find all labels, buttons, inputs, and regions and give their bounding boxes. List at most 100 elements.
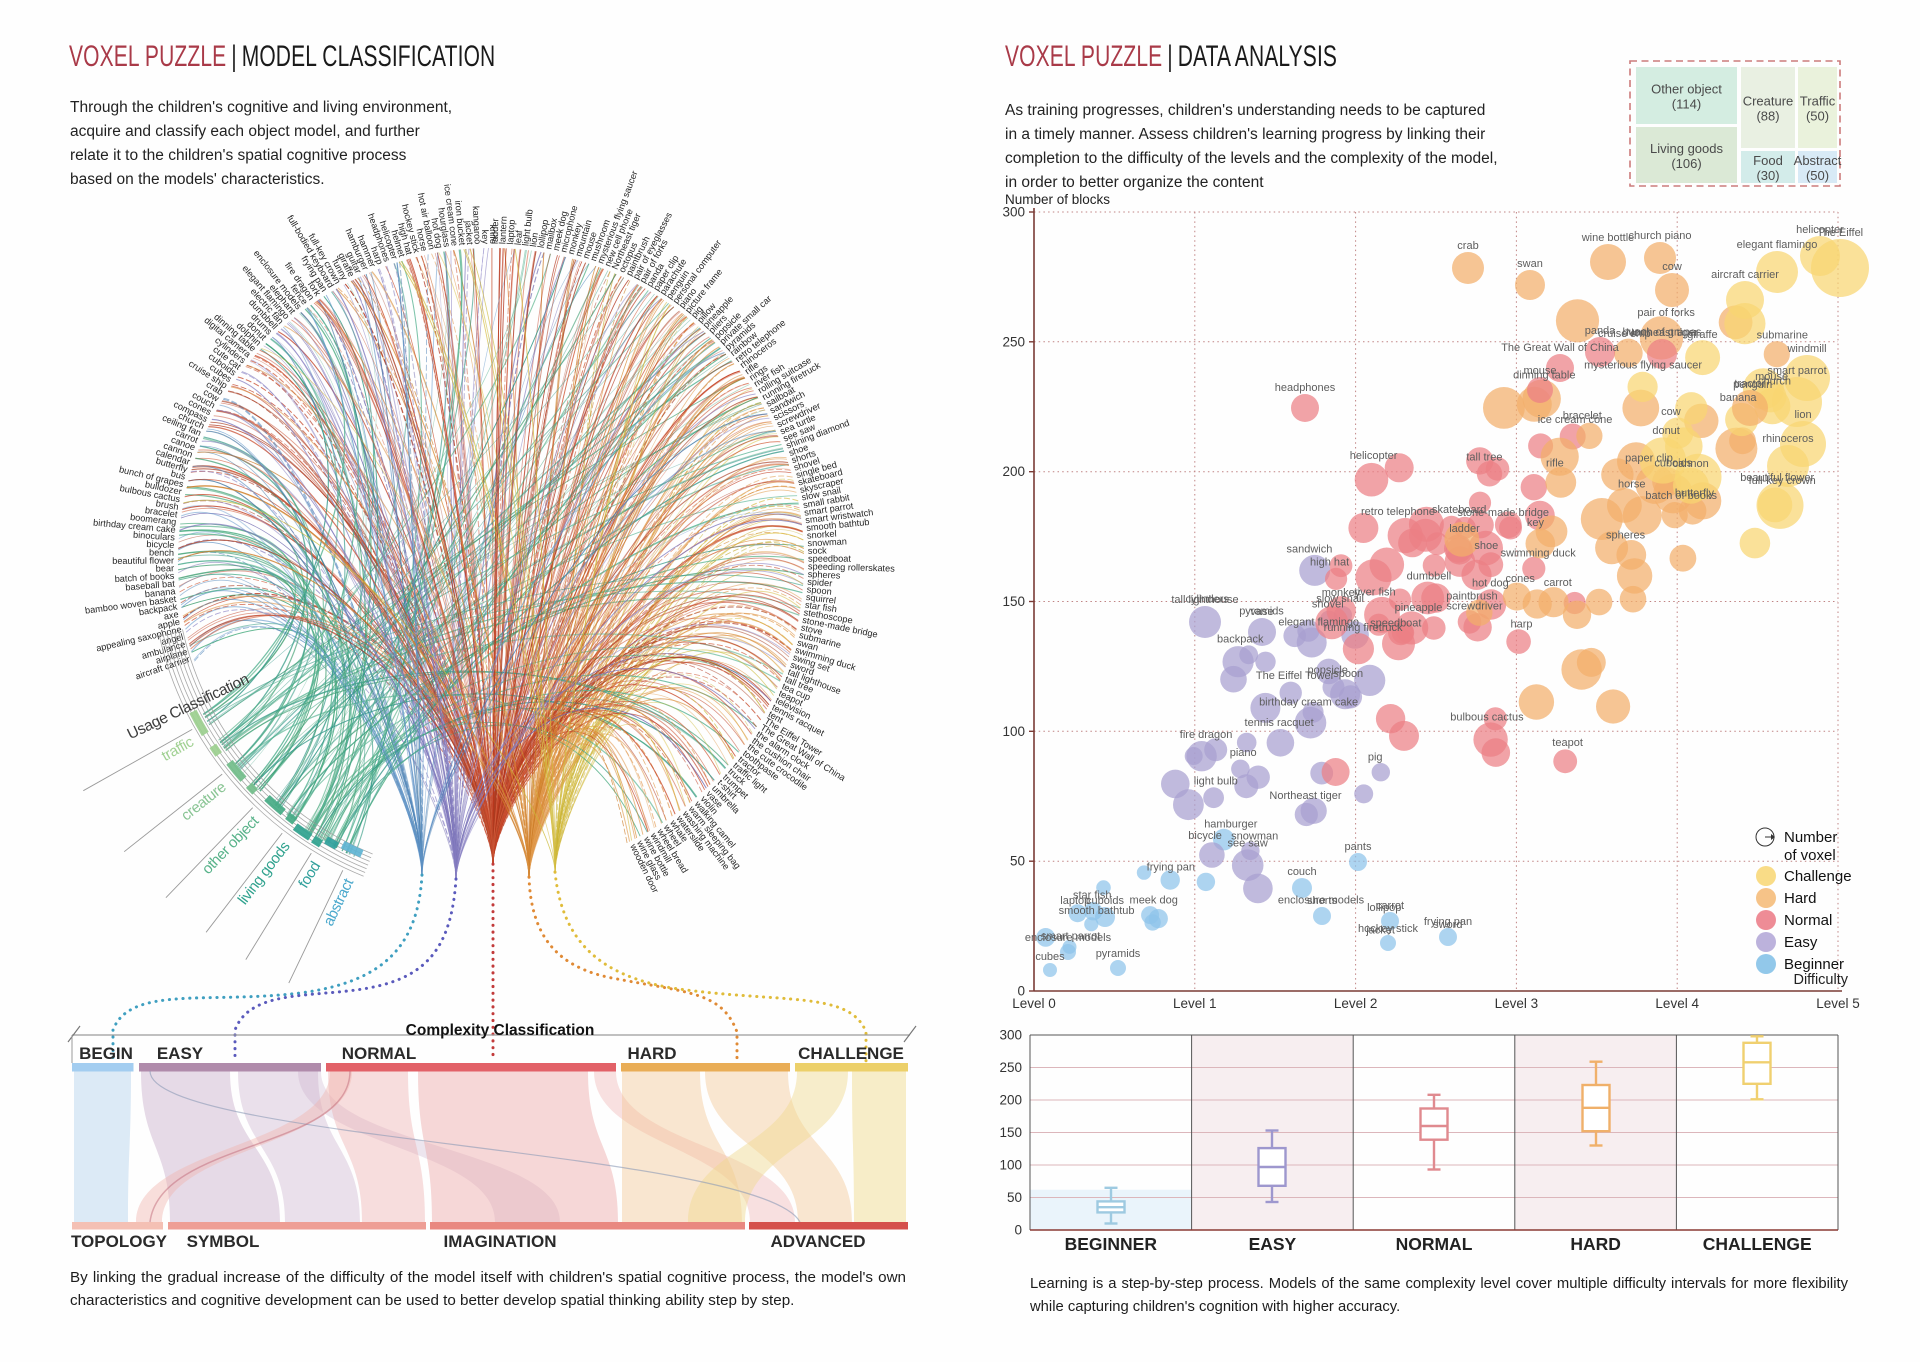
svg-text:slow snail: slow snail: [1316, 593, 1364, 605]
svg-text:horse: horse: [414, 228, 429, 253]
svg-text:200: 200: [999, 1093, 1022, 1108]
svg-text:paper clip: paper clip: [1625, 452, 1673, 464]
svg-text:bench: bench: [149, 547, 174, 557]
svg-text:snorkel: snorkel: [807, 529, 837, 541]
svg-text:dinning table: dinning table: [1513, 370, 1575, 382]
svg-text:star fish: star fish: [1073, 889, 1112, 901]
svg-text:of voxel: of voxel: [1784, 847, 1836, 864]
svg-text:baseball bat: baseball bat: [125, 578, 176, 592]
svg-text:mouse: mouse: [1523, 365, 1556, 377]
svg-text:pair of forks: pair of forks: [1637, 307, 1695, 319]
svg-text:couch: couch: [1287, 866, 1316, 878]
svg-text:enclosure models: enclosure models: [1025, 932, 1112, 944]
svg-text:food: food: [295, 859, 324, 891]
svg-text:lion: lion: [1794, 409, 1811, 421]
svg-text:crab: crab: [1457, 240, 1478, 252]
svg-text:ladder: ladder: [490, 218, 501, 244]
svg-text:IMAGINATION: IMAGINATION: [443, 1232, 556, 1251]
svg-text:swan: swan: [1517, 258, 1543, 270]
svg-text:beautiful flower: beautiful flower: [112, 556, 174, 566]
svg-text:light bulb: light bulb: [520, 209, 534, 247]
svg-text:Level 3: Level 3: [1495, 996, 1539, 1011]
svg-text:shovel: shovel: [1312, 598, 1344, 610]
svg-text:ADVANCED: ADVANCED: [770, 1232, 865, 1251]
svg-text:TOPOLOGY: TOPOLOGY: [71, 1232, 168, 1251]
svg-text:sandwich: sandwich: [1286, 544, 1332, 556]
svg-text:carrot: carrot: [1376, 900, 1404, 912]
svg-text:meek dog: meek dog: [1130, 895, 1178, 907]
svg-text:frying pan: frying pan: [1424, 916, 1472, 928]
svg-text:lollipop: lollipop: [536, 219, 551, 249]
svg-text:stone-made bridge: stone-made bridge: [1457, 507, 1549, 519]
svg-text:300: 300: [999, 1028, 1022, 1043]
svg-text:Hard: Hard: [1784, 890, 1817, 907]
svg-text:snowman: snowman: [807, 536, 847, 548]
svg-text:bear: bear: [156, 563, 175, 574]
svg-text:Other object: Other object: [1651, 82, 1722, 97]
svg-text:BEGIN: BEGIN: [79, 1044, 133, 1063]
svg-text:lollipop: lollipop: [1367, 902, 1401, 914]
svg-text:creature: creature: [178, 779, 229, 825]
svg-text:jacket: jacket: [463, 219, 475, 245]
svg-text:spheres: spheres: [807, 569, 841, 581]
svg-text:mysterious flying saucer: mysterious flying saucer: [1584, 360, 1702, 372]
svg-text:church: church: [1758, 375, 1791, 387]
svg-text:150: 150: [999, 1125, 1022, 1140]
svg-text:paintbrush: paintbrush: [1446, 590, 1497, 602]
svg-text:Easy: Easy: [1784, 934, 1818, 951]
svg-text:carrot: carrot: [1544, 577, 1572, 589]
svg-text:frying pan: frying pan: [1147, 861, 1195, 873]
svg-text:200: 200: [1002, 464, 1025, 479]
svg-text:cannon: cannon: [1673, 458, 1709, 470]
svg-text:(50): (50): [1806, 109, 1829, 124]
svg-text:panda: panda: [1585, 325, 1616, 337]
svg-text:150: 150: [1002, 594, 1025, 609]
svg-text:hot dog: hot dog: [1472, 577, 1509, 589]
svg-text:bus: bus: [170, 468, 187, 482]
svg-text:Abstract: Abstract: [1794, 153, 1842, 168]
svg-text:church piano: church piano: [1629, 230, 1692, 242]
svg-text:bunch of grapes: bunch of grapes: [1622, 326, 1701, 338]
svg-text:HARD: HARD: [1570, 1234, 1621, 1254]
svg-text:bicycle: bicycle: [146, 539, 174, 550]
svg-text:cow: cow: [1661, 406, 1681, 418]
svg-text:piano: piano: [1230, 747, 1257, 759]
svg-text:cylinders: cylinders: [1185, 593, 1229, 605]
svg-text:brush: brush: [155, 498, 179, 512]
svg-text:Living goods: Living goods: [1650, 141, 1723, 156]
svg-text:tractor: tractor: [1734, 378, 1766, 390]
svg-text:(114): (114): [1672, 97, 1701, 112]
svg-text:retro telephone: retro telephone: [1361, 506, 1435, 518]
svg-text:elegant flamingo: elegant flamingo: [1278, 617, 1359, 629]
svg-text:see saw: see saw: [1228, 837, 1268, 849]
svg-text:iron bucket: iron bucket: [453, 200, 467, 246]
svg-text:cuboids: cuboids: [1086, 895, 1124, 907]
svg-text:kangaroo: kangaroo: [471, 206, 483, 245]
svg-text:Level 4: Level 4: [1655, 996, 1699, 1011]
svg-text:cones: cones: [1506, 573, 1536, 585]
svg-text:sock: sock: [808, 545, 828, 555]
svg-text:running firetruck: running firetruck: [1324, 622, 1403, 634]
svg-text:Food: Food: [1753, 153, 1783, 168]
svg-text:enclosure models: enclosure models: [1278, 895, 1365, 907]
svg-text:300: 300: [1002, 205, 1025, 220]
svg-text:(88): (88): [1756, 109, 1779, 124]
svg-text:Normal: Normal: [1784, 912, 1832, 929]
svg-text:river fish: river fish: [1354, 587, 1396, 599]
svg-text:cruise ship: cruise ship: [1598, 328, 1651, 340]
svg-text:50: 50: [1010, 854, 1025, 869]
svg-text:Northeast tiger: Northeast tiger: [1269, 790, 1341, 802]
svg-text:lion: lion: [528, 232, 540, 248]
svg-text:batch of books: batch of books: [1645, 490, 1717, 502]
svg-text:high hat: high hat: [1310, 557, 1349, 569]
svg-text:key: key: [480, 230, 490, 245]
svg-text:stove: stove: [800, 622, 824, 637]
svg-text:shoe: shoe: [1474, 540, 1498, 552]
svg-text:light bulb: light bulb: [1194, 775, 1238, 787]
svg-text:Complexity Classification: Complexity Classification: [406, 1022, 595, 1039]
svg-text:horse: horse: [1618, 479, 1646, 491]
svg-text:full-key crown: full-key crown: [1749, 475, 1816, 487]
svg-text:binoculars: binoculars: [133, 530, 176, 543]
svg-text:living goods: living goods: [235, 839, 294, 908]
svg-text:backpack: backpack: [1217, 633, 1264, 645]
